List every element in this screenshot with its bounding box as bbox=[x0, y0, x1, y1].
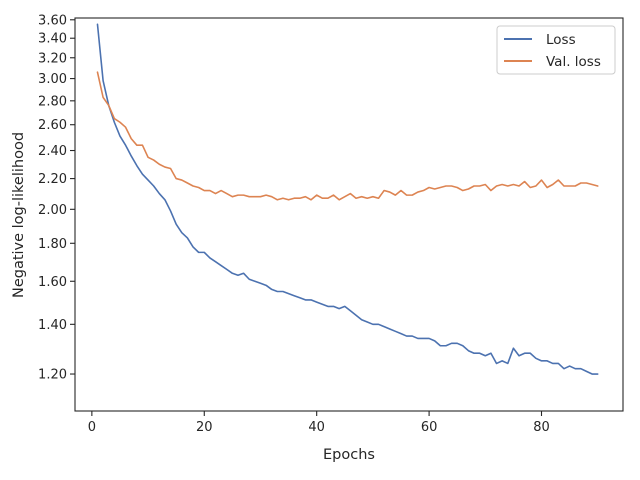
y-tick-label: 2.00 bbox=[38, 203, 67, 218]
x-tick-label: 0 bbox=[88, 420, 96, 435]
y-axis-label: Negative log-likelihood bbox=[11, 132, 27, 298]
y-tick-label: 1.20 bbox=[38, 368, 67, 383]
y-axis: 1.20 1.40 1.60 1.80 2.00 2.20 2.40 2.60 2.80 3.00… bbox=[38, 13, 75, 383]
x-tick-label: 40 bbox=[308, 420, 325, 435]
plot-lines bbox=[96, 23, 599, 375]
series-line-loss bbox=[96, 23, 599, 375]
y-tick-label: 2.40 bbox=[38, 144, 67, 159]
y-tick-label: 3.20 bbox=[38, 51, 67, 66]
y-tick-label: 2.80 bbox=[38, 94, 67, 109]
plot-frame bbox=[74, 17, 624, 412]
x-tick-label: 80 bbox=[533, 420, 550, 435]
legend-label-loss: Loss bbox=[546, 32, 576, 48]
y-tick-label: 1.60 bbox=[38, 275, 67, 290]
y-tick-label: 3.00 bbox=[38, 72, 67, 87]
y-tick-label: 3.60 bbox=[38, 13, 67, 28]
y-tick-label: 1.80 bbox=[38, 237, 67, 252]
x-axis-label: Epochs bbox=[323, 447, 375, 463]
y-tick-label: 1.40 bbox=[38, 318, 67, 333]
legend-label-val-loss: Val. loss bbox=[546, 54, 601, 70]
x-tick-label: 60 bbox=[421, 420, 438, 435]
series-line-val-loss bbox=[96, 71, 599, 201]
x-axis: 0 20 40 60 80 bbox=[88, 411, 550, 435]
y-tick-label: 3.40 bbox=[38, 32, 67, 47]
y-tick-label: 2.60 bbox=[38, 118, 67, 133]
legend: Loss Val. loss bbox=[496, 25, 616, 75]
x-tick-label: 20 bbox=[196, 420, 213, 435]
y-tick-label: 2.20 bbox=[38, 172, 67, 187]
